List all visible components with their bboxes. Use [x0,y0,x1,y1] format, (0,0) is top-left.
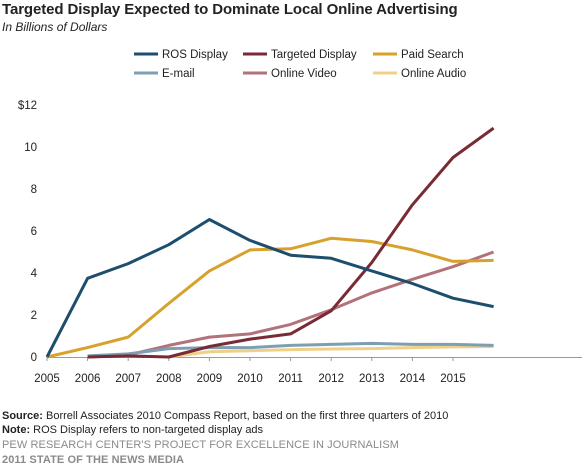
y-tick-label: 2 [31,310,37,322]
x-tick-label: 2010 [237,373,263,385]
source-text: Borrell Associates 2010 Compass Report, … [42,410,449,422]
series-line-online-audio [168,345,494,359]
x-tick-label: 2005 [34,373,60,385]
x-tick-label: 2009 [197,373,223,385]
series-line-e-mail [87,341,494,358]
legend-label-paid-search: Paid Search [401,49,464,61]
line-chart: ROS Display Targeted Display Paid Search E-… [18,49,582,385]
organization-credit: PEW RESEARCH CENTER'S PROJECT FOR EXCELL… [2,439,400,451]
legend-label-online-video: Online Video [271,68,337,80]
source-note: Source: Borrell Associates 2010 Compass … [2,410,448,422]
x-tick-label: 2014 [400,373,426,385]
series-line-online-video [87,250,495,359]
y-tick-label: 6 [31,226,37,238]
x-tick-label: 2012 [318,373,344,385]
y-tick-label: $12 [18,100,37,112]
y-tick-label: 10 [24,142,37,154]
y-tick-label: 8 [31,184,37,196]
series-line-targeted-display [87,126,495,359]
chart-title: Targeted Display Expected to Dominate Lo… [2,1,458,18]
series-line-paid-search [46,236,494,359]
legend-label-targeted-display: Targeted Display [271,49,357,61]
report-credit: 2011 STATE OF THE NEWS MEDIA [2,454,185,466]
x-tick-label: 2011 [278,373,303,385]
legend-label-online-audio: Online Audio [401,68,466,80]
legend-label-e-mail: E-mail [162,68,195,80]
note-label: Note: [2,424,31,436]
note-text: ROS Display refers to non-targeted displ… [30,424,264,436]
x-tick-label: 2013 [359,373,385,385]
definition-note: Note: ROS Display refers to non-targeted… [2,424,263,436]
source-label: Source: [2,410,43,422]
y-tick-label: 4 [31,268,38,280]
series-line-ros-display [45,218,494,358]
x-tick-label: 2007 [115,373,141,385]
chart-subtitle: In Billions of Dollars [2,20,108,34]
x-tick-label: 2006 [75,373,101,385]
x-tick-label: 2015 [440,373,466,385]
y-tick-label: 0 [31,352,37,364]
legend-label-ros-display: ROS Display [162,49,228,61]
x-tick-label: 2008 [156,373,182,385]
